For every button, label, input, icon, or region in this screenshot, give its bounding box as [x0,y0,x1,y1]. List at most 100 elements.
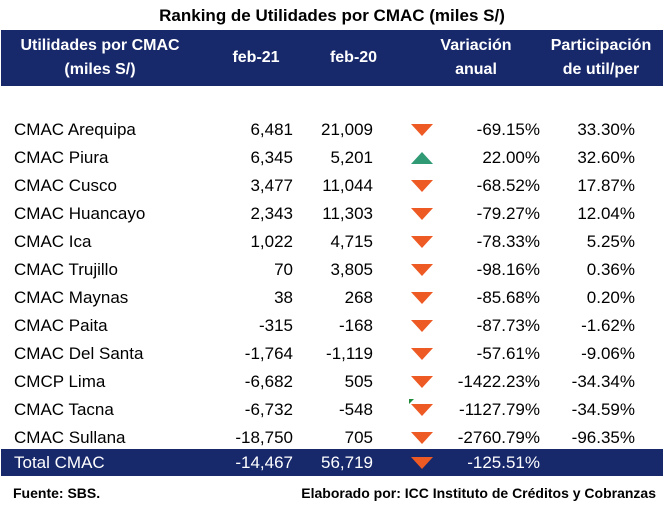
cell-comment-marker-icon [409,399,414,404]
total-feb21-value: -14,467 [235,453,293,472]
feb21-value: 38 [274,288,293,307]
trend-down-icon [409,449,435,476]
entity-name: CMAC Cusco [14,176,117,195]
trend-down-icon [409,172,435,200]
table-body: CMAC Arequipa 6,481 21,009 -69.15% 33.30… [1,116,663,452]
participation-value: -34.59% [571,400,635,419]
feb20-value: 705 [344,428,373,447]
feb21-value: -6,732 [244,400,293,419]
table-row: CMAC Maynas 38 268 -85.68% 0.20% [1,284,663,312]
feb21-value: 6,481 [250,120,293,139]
variation-value: -87.73% [476,316,540,335]
participation-value: 17.87% [577,176,635,195]
entity-name: CMAC Del Santa [14,344,144,363]
table-row: CMAC Sullana -18,750 705 -2760.79% -96.3… [1,424,663,452]
feb21-value: 3,477 [250,176,293,195]
variation-value: -2760.79% [457,428,540,447]
feb20-value: 3,805 [330,260,373,279]
total-variation-value: -125.51% [467,453,540,472]
table-title: Ranking de Utilidades por CMAC (miles S/… [159,6,505,25]
trend-down-icon [409,284,435,312]
feb21-value: -315 [258,316,293,335]
header-participation-line2: de util/per [562,61,640,78]
trend-down-icon [409,200,435,228]
entity-name: CMAC Ica [14,232,92,251]
feb21-value: 2,343 [250,204,293,223]
variation-value: -1127.79% [459,400,540,419]
trend-down-icon [409,256,435,284]
table-row: CMAC Huancayo 2,343 11,303 -79.27% 12.04… [1,200,663,228]
entity-name: CMCP Lima [14,372,106,391]
header-variation-line1: Variación [440,37,512,54]
participation-value: -1.62% [581,316,635,335]
trend-down-icon [409,116,435,144]
header-variation: Variación anual [421,30,531,86]
footer-credit: Elaborado por: ICC Instituto de Créditos… [301,485,656,501]
variation-value: -57.61% [476,344,540,363]
feb20-value: -1,119 [326,344,373,363]
footer-source: Fuente: SBS. [13,485,101,501]
feb20-value: 11,044 [322,176,373,195]
feb20-value: 4,715 [330,232,373,251]
entity-name: CMAC Huancayo [14,204,146,223]
participation-value: -96.35% [571,428,635,447]
participation-value: 33.30% [577,120,635,139]
participation-value: -9.06% [581,344,635,363]
feb20-value: 11,303 [322,204,373,223]
participation-value: 0.36% [586,260,635,279]
variation-value: 22.00% [482,148,540,167]
participation-value: 5.25% [586,232,635,251]
entity-name: CMAC Piura [14,148,109,167]
variation-value: -69.15% [476,120,540,139]
table-row: CMAC Tacna -6,732 -548 -1127.79% -34.59% [1,396,663,424]
trend-down-icon [409,228,435,256]
participation-value: -34.34% [571,372,635,391]
table-header: Utilidades por CMAC (miles S/) feb-21 fe… [1,30,663,86]
trend-down-icon [409,424,435,452]
trend-down-icon [409,312,435,340]
table-row: CMAC Piura 6,345 5,201 22.00% 32.60% [1,144,663,172]
feb20-value: 5,201 [330,148,373,167]
table-row: CMAC Del Santa -1,764 -1,119 -57.61% -9.… [1,340,663,368]
table-row: CMAC Paita -315 -168 -87.73% -1.62% [1,312,663,340]
feb21-value: 6,345 [250,148,293,167]
header-entity-line2: (miles S/) [64,61,136,78]
trend-down-icon [409,368,435,396]
feb21-value: -6,682 [244,372,293,391]
feb20-value: -168 [338,316,373,335]
entity-name: CMAC Arequipa [14,120,136,139]
feb21-value: 1,022 [250,232,293,251]
table-row: CMAC Arequipa 6,481 21,009 -69.15% 33.30… [1,116,663,144]
feb21-value: -18,750 [235,428,293,447]
feb21-value: -1,764 [244,344,293,363]
entity-name: CMAC Tacna [14,400,114,419]
feb20-value: 268 [344,288,373,307]
variation-value: -98.16% [476,260,540,279]
feb20-value: -548 [338,400,373,419]
variation-value: -79.27% [476,204,540,223]
entity-name: CMAC Trujillo [14,260,118,279]
total-row: Total CMAC -14,467 56,719 -125.51% [1,449,663,476]
total-name: Total CMAC [14,453,105,472]
trend-down-icon [409,340,435,368]
table-row: CMAC Ica 1,022 4,715 -78.33% 5.25% [1,228,663,256]
variation-value: -68.52% [476,176,540,195]
variation-value: -85.68% [476,288,540,307]
total-feb20-value: 56,719 [321,453,373,472]
participation-value: 32.60% [577,148,635,167]
table-row: CMCP Lima -6,682 505 -1422.23% -34.34% [1,368,663,396]
feb20-value: 505 [344,372,373,391]
trend-down-icon [409,396,435,424]
variation-value: -1422.23% [457,372,540,391]
feb20-value: 21,009 [321,120,373,139]
header-entity-line1: Utilidades por CMAC [20,37,180,54]
header-entity: Utilidades por CMAC (miles S/) [1,30,199,86]
entity-name: CMAC Maynas [14,288,129,307]
header-feb20: feb-20 [329,49,378,66]
feb21-value: 70 [274,260,293,279]
participation-value: 0.20% [586,288,635,307]
entity-name: CMAC Sullana [14,428,126,447]
header-feb21: feb-21 [232,49,280,66]
table-row: CMAC Cusco 3,477 11,044 -68.52% 17.87% [1,172,663,200]
header-variation-line2: anual [455,61,497,78]
